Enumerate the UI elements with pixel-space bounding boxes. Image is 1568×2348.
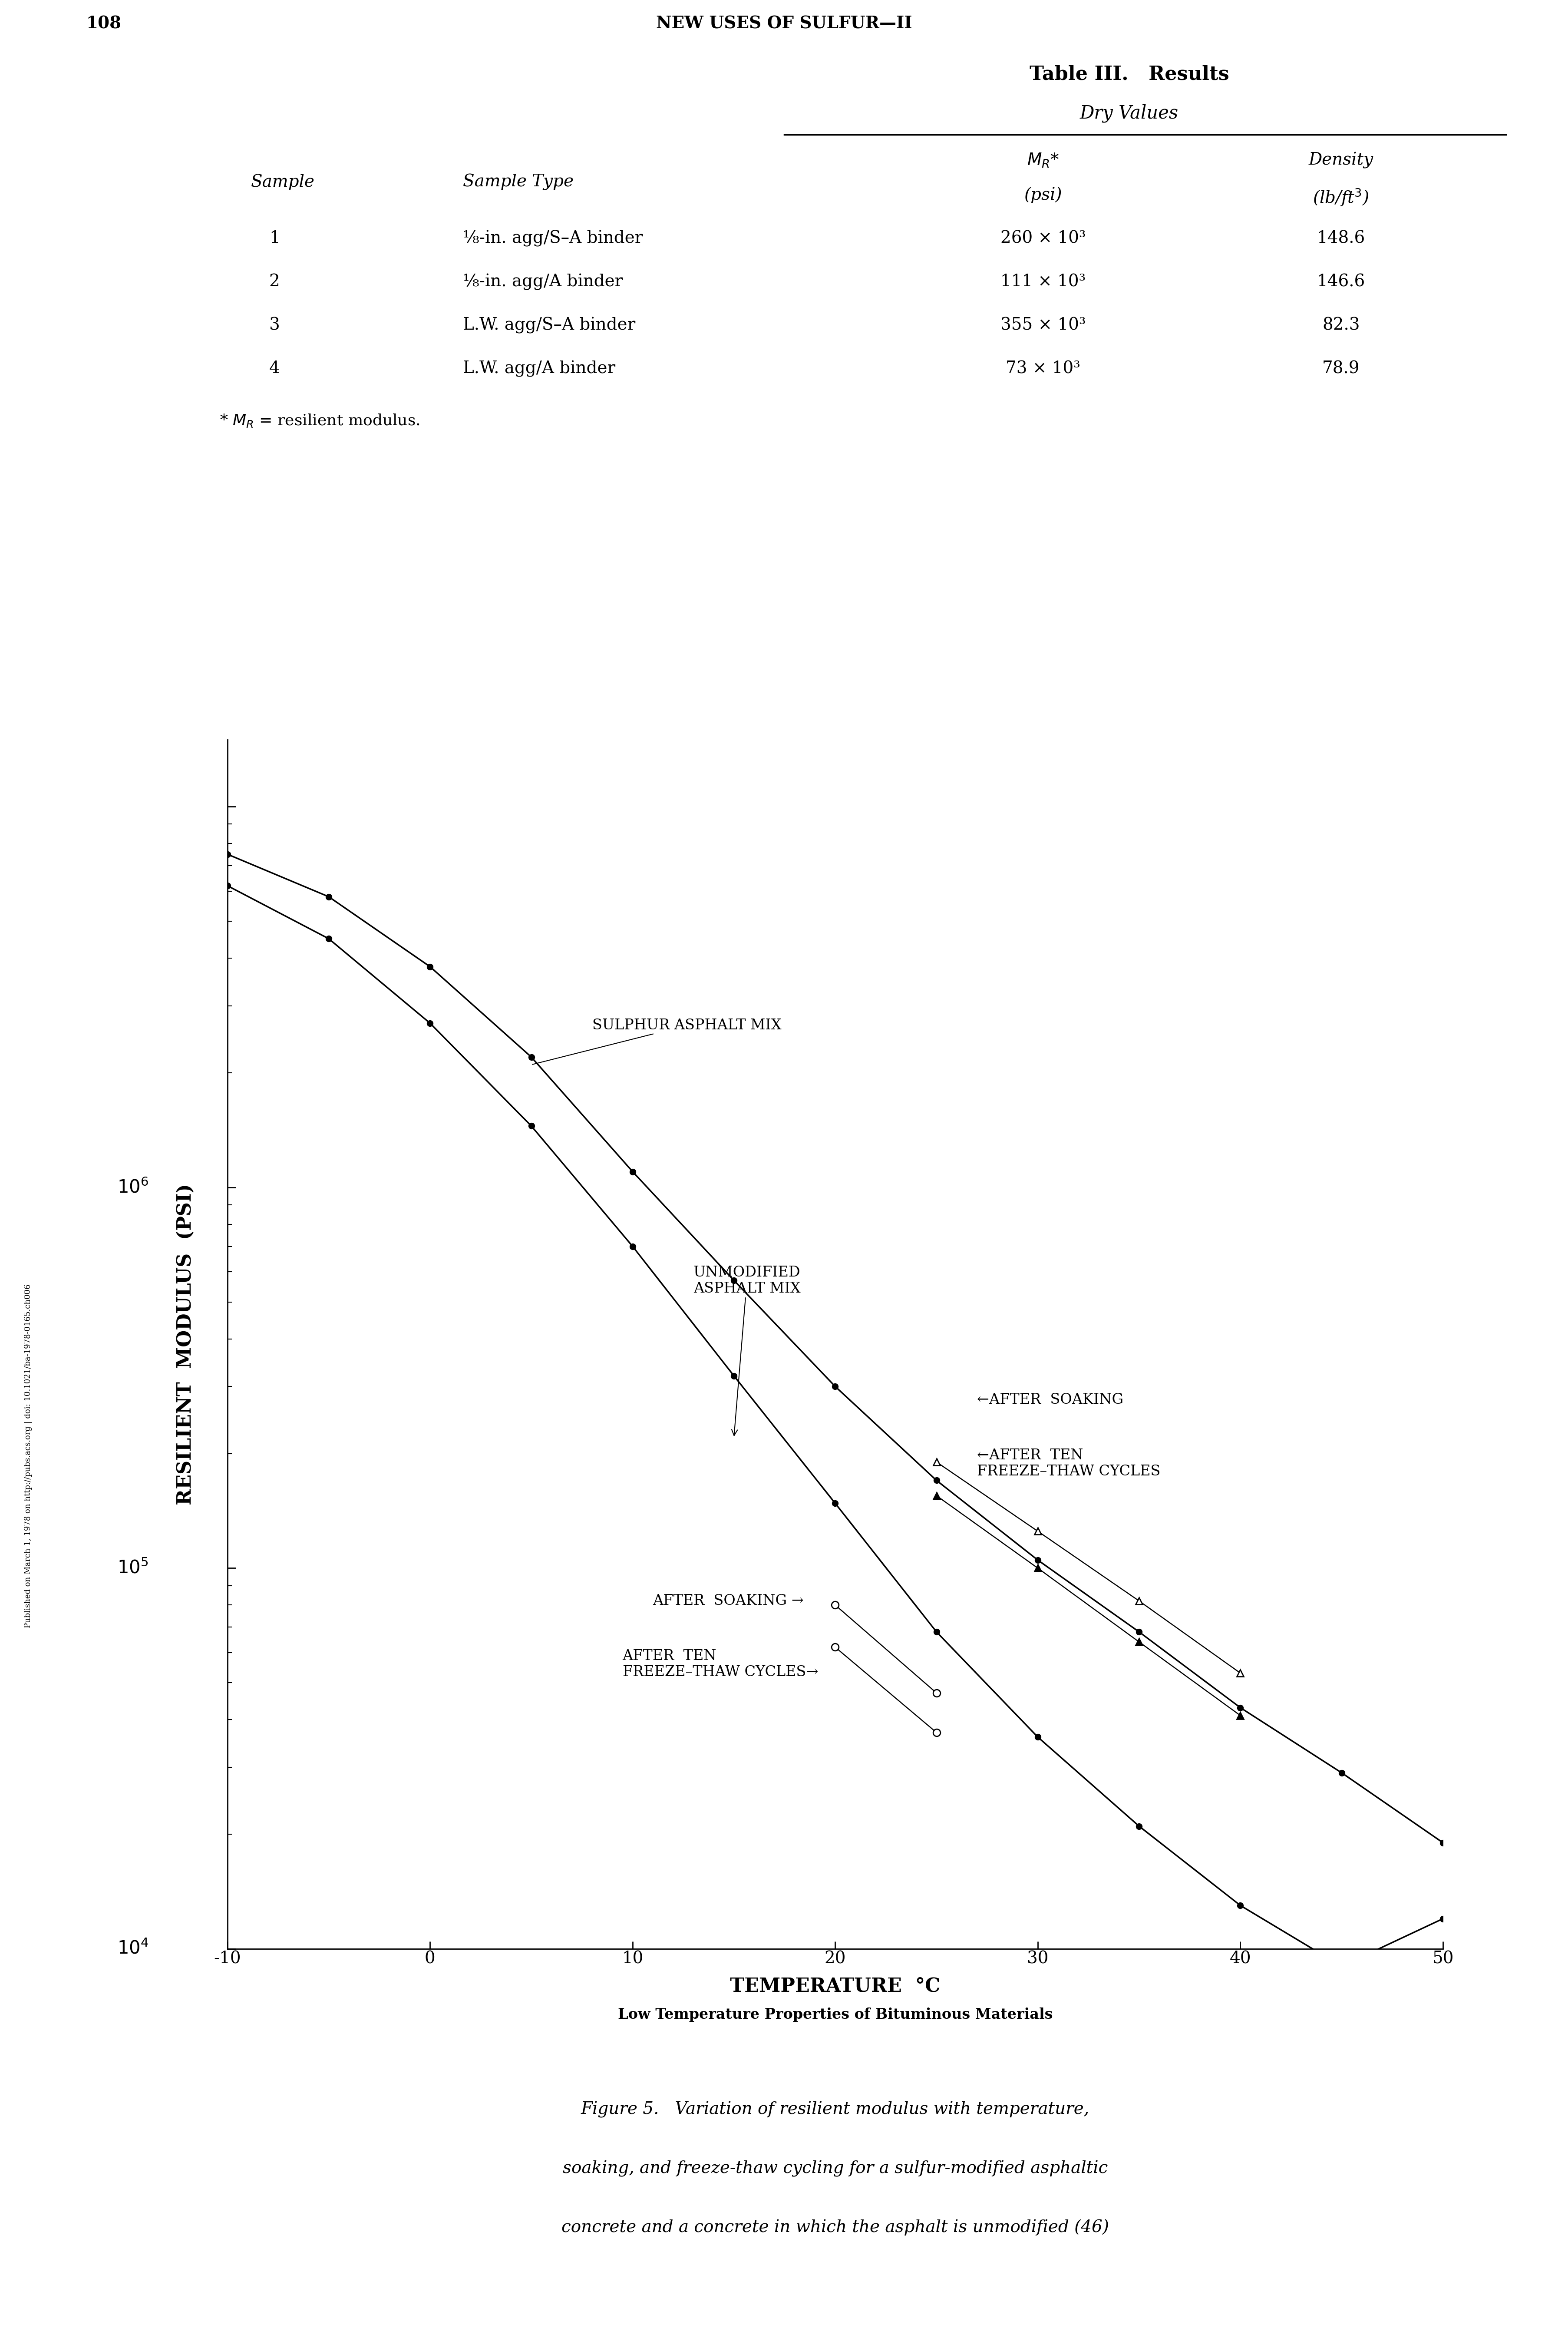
Text: NEW USES OF SULFUR—II: NEW USES OF SULFUR—II <box>655 14 913 33</box>
Text: Published on March 1, 1978 on http://pubs.acs.org | doi: 10.1021/ba-1978-0165.ch: Published on March 1, 1978 on http://pub… <box>24 1284 33 1627</box>
Text: 73 × 10³: 73 × 10³ <box>1005 362 1080 376</box>
Text: UNMODIFIED
ASPHALT MIX: UNMODIFIED ASPHALT MIX <box>693 1266 800 1435</box>
Text: ←AFTER  TEN
FREEZE–THAW CYCLES: ←AFTER TEN FREEZE–THAW CYCLES <box>977 1449 1160 1479</box>
Text: Figure 5.   Variation of resilient modulus with temperature,: Figure 5. Variation of resilient modulus… <box>580 2101 1090 2118</box>
Text: ←AFTER  SOAKING: ←AFTER SOAKING <box>977 1392 1123 1406</box>
Text: 108: 108 <box>86 14 121 33</box>
Text: 4: 4 <box>270 362 279 376</box>
Text: Sample: Sample <box>251 174 315 190</box>
Text: 260 × 10³: 260 × 10³ <box>1000 230 1085 247</box>
Text: $10^5$: $10^5$ <box>118 1559 149 1578</box>
Text: AFTER  SOAKING →: AFTER SOAKING → <box>652 1594 804 1608</box>
Text: (psi): (psi) <box>1024 188 1062 204</box>
Text: Table III.   Results: Table III. Results <box>1029 66 1229 85</box>
Text: Sample Type: Sample Type <box>463 174 574 190</box>
Text: Density: Density <box>1308 153 1374 169</box>
X-axis label: TEMPERATURE  °C: TEMPERATURE °C <box>729 1977 941 1996</box>
Text: soaking, and freeze-thaw cycling for a sulfur-modified asphaltic: soaking, and freeze-thaw cycling for a s… <box>563 2160 1107 2177</box>
Text: 1: 1 <box>270 230 279 247</box>
Text: concrete and a concrete in which the asphalt is unmodified (46): concrete and a concrete in which the asp… <box>561 2219 1109 2235</box>
Text: 111 × 10³: 111 × 10³ <box>1000 275 1085 289</box>
Text: AFTER  TEN
FREEZE–THAW CYCLES→: AFTER TEN FREEZE–THAW CYCLES→ <box>622 1648 818 1679</box>
Text: 355 × 10³: 355 × 10³ <box>1000 317 1085 333</box>
Text: Dry Values: Dry Values <box>1080 103 1178 122</box>
Text: 3: 3 <box>270 317 279 333</box>
Y-axis label: RESILIENT  MODULUS  (PSI): RESILIENT MODULUS (PSI) <box>177 1183 194 1505</box>
Text: (lb/ft$^3$): (lb/ft$^3$) <box>1312 188 1369 207</box>
Text: * $M_R$ = resilient modulus.: * $M_R$ = resilient modulus. <box>220 413 420 430</box>
Text: 148.6: 148.6 <box>1317 230 1364 247</box>
Text: ⅛-in. agg/S–A binder: ⅛-in. agg/S–A binder <box>463 230 643 247</box>
Text: L.W. agg/S–A binder: L.W. agg/S–A binder <box>463 317 635 333</box>
Text: SULPHUR ASPHALT MIX: SULPHUR ASPHALT MIX <box>532 1019 781 1064</box>
Text: 146.6: 146.6 <box>1317 275 1364 289</box>
Text: 78.9: 78.9 <box>1322 362 1359 376</box>
Text: 82.3: 82.3 <box>1322 317 1359 333</box>
Text: L.W. agg/A binder: L.W. agg/A binder <box>463 362 615 378</box>
Text: ⅛-in. agg/A binder: ⅛-in. agg/A binder <box>463 275 622 291</box>
Text: 2: 2 <box>270 275 279 289</box>
Text: $10^6$: $10^6$ <box>118 1179 149 1197</box>
Text: $10^4$: $10^4$ <box>118 1939 149 1958</box>
Text: $M_R$*: $M_R$* <box>1027 153 1058 169</box>
Text: Low Temperature Properties of Bituminous Materials: Low Temperature Properties of Bituminous… <box>618 2008 1052 2022</box>
